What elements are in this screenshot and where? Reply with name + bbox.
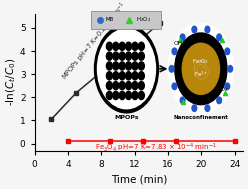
- Text: H$_2$O$_2$: H$_2$O$_2$: [214, 85, 229, 94]
- Circle shape: [192, 26, 197, 33]
- Circle shape: [132, 91, 138, 100]
- Circle shape: [125, 81, 131, 90]
- X-axis label: Time (min): Time (min): [111, 174, 167, 184]
- Circle shape: [106, 42, 112, 50]
- Circle shape: [113, 91, 119, 100]
- Text: Nanoconfinement: Nanoconfinement: [173, 115, 228, 120]
- Circle shape: [125, 91, 131, 100]
- Circle shape: [97, 29, 155, 109]
- Circle shape: [168, 24, 234, 114]
- Circle shape: [192, 105, 197, 112]
- Text: OH·: OH·: [174, 41, 185, 46]
- Circle shape: [228, 66, 233, 72]
- Circle shape: [132, 72, 138, 80]
- Circle shape: [132, 62, 138, 70]
- Circle shape: [180, 34, 185, 41]
- Circle shape: [182, 43, 219, 94]
- Circle shape: [132, 42, 138, 50]
- Circle shape: [125, 42, 131, 50]
- Circle shape: [119, 72, 125, 80]
- Circle shape: [132, 81, 138, 90]
- Circle shape: [94, 25, 158, 113]
- Circle shape: [106, 72, 112, 80]
- Circle shape: [106, 52, 112, 60]
- Circle shape: [113, 52, 119, 60]
- Circle shape: [225, 83, 230, 90]
- Circle shape: [138, 91, 144, 100]
- Circle shape: [138, 81, 144, 90]
- Text: MPOPs: MPOPs: [114, 115, 139, 120]
- Text: H$_2$O$_2$: H$_2$O$_2$: [136, 15, 151, 24]
- FancyBboxPatch shape: [91, 11, 161, 29]
- Circle shape: [132, 52, 138, 60]
- Circle shape: [106, 62, 112, 70]
- Circle shape: [172, 48, 177, 55]
- Circle shape: [175, 33, 227, 105]
- Circle shape: [205, 26, 210, 33]
- Circle shape: [169, 66, 174, 72]
- Circle shape: [113, 72, 119, 80]
- Circle shape: [205, 105, 210, 112]
- Circle shape: [138, 42, 144, 50]
- Circle shape: [113, 42, 119, 50]
- Y-axis label: -ln($C_t$/$C_0$): -ln($C_t$/$C_0$): [5, 58, 18, 106]
- Text: Fe$^{2+}$: Fe$^{2+}$: [194, 69, 208, 79]
- Circle shape: [138, 52, 144, 60]
- Text: MB: MB: [106, 17, 114, 22]
- Circle shape: [125, 52, 131, 60]
- Text: Fe$_2$O$_3$: Fe$_2$O$_3$: [192, 57, 209, 66]
- Circle shape: [113, 81, 119, 90]
- Circle shape: [106, 91, 112, 100]
- Circle shape: [119, 52, 125, 60]
- Circle shape: [125, 62, 131, 70]
- Circle shape: [125, 72, 131, 80]
- Circle shape: [138, 72, 144, 80]
- Circle shape: [138, 62, 144, 70]
- Circle shape: [119, 81, 125, 90]
- Circle shape: [217, 34, 221, 41]
- Circle shape: [172, 83, 177, 90]
- Circle shape: [106, 81, 112, 90]
- Circle shape: [119, 42, 125, 50]
- Circle shape: [119, 62, 125, 70]
- Circle shape: [180, 97, 185, 104]
- Circle shape: [113, 62, 119, 70]
- Text: MPOPs pH=7 K=0.290 min$^{-1}$: MPOPs pH=7 K=0.290 min$^{-1}$: [59, 0, 130, 83]
- Circle shape: [119, 91, 125, 100]
- Circle shape: [217, 97, 221, 104]
- Circle shape: [225, 48, 230, 55]
- Text: Fe$_3$O$_4$ pH=7 K=7.83 × 10$^{-4}$ min$^{-1}$: Fe$_3$O$_4$ pH=7 K=7.83 × 10$^{-4}$ min$…: [94, 142, 217, 154]
